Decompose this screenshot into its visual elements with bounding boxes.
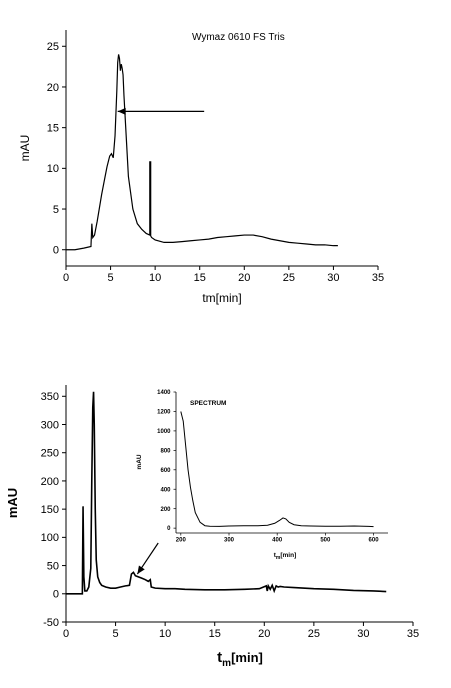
chart-2-x-tick-label: 30 bbox=[357, 628, 369, 640]
chart-1-x-tick-label: 5 bbox=[108, 272, 114, 284]
chart-1-y-tick-label: 0 bbox=[53, 245, 59, 257]
chart-2-y-tick-label: 100 bbox=[41, 532, 59, 544]
chart-2-series-line bbox=[66, 391, 387, 595]
chart-2-y-tick-label: 250 bbox=[41, 448, 59, 460]
inset-y-axis-label: mAU bbox=[136, 454, 143, 469]
inset-y-ticks: 0 200 400 600 800 1000 1200 1400 bbox=[157, 390, 176, 532]
chart-2-inset: 200 300 400 500 600 0 200 400 600 800 1000 1200 140… bbox=[136, 390, 388, 561]
chart-2-y-axis-label: mAU bbox=[5, 488, 20, 518]
inset-y-tick-label: 600 bbox=[160, 468, 171, 474]
chart-1-y-axis-label: mAU bbox=[18, 135, 32, 162]
chart-2-x-ticks: 0 5 10 15 20 25 30 35 bbox=[63, 622, 419, 640]
chart-2-x-axis-label: tm[min] bbox=[217, 649, 263, 669]
inset-x-tick-label: 200 bbox=[176, 538, 187, 544]
chart-2-x-tick-label: 35 bbox=[407, 628, 419, 640]
inset-x-tick-label: 400 bbox=[272, 538, 283, 544]
chart-2-y-ticks: -50 0 50 100 150 200 250 300 350 bbox=[41, 391, 66, 629]
chart-1-arrow bbox=[117, 107, 205, 115]
inset-spectrum-label: SPECTRUM bbox=[190, 400, 226, 407]
inset-x-axis-label-sub: m bbox=[276, 555, 281, 561]
chart-2-x-axis-label-sub: m bbox=[222, 658, 231, 669]
inset-x-tick-label: 600 bbox=[369, 538, 380, 544]
inset-x-tick-label: 300 bbox=[224, 538, 235, 544]
chart-2-y-tick-label: 50 bbox=[47, 560, 59, 572]
chart-2-x-tick-label: 20 bbox=[258, 628, 270, 640]
chart-2-y-tick-label: 350 bbox=[41, 391, 59, 403]
chart-1-y-ticks: 0 5 10 15 20 25 bbox=[47, 41, 66, 257]
chart-2-x-tick-label: 15 bbox=[209, 628, 221, 640]
chart-1-arrow-head bbox=[117, 107, 126, 115]
chart-2-x-axis-label-rest: [min] bbox=[231, 650, 263, 665]
chart-2-arrow bbox=[136, 542, 159, 575]
inset-y-tick-label: 0 bbox=[167, 526, 171, 532]
inset-y-tick-label: 1200 bbox=[157, 410, 171, 416]
chart-2-y-tick-label: 200 bbox=[41, 476, 59, 488]
inset-x-axis-label: tm[min] bbox=[274, 552, 297, 561]
inset-y-tick-label: 1000 bbox=[157, 429, 171, 435]
chart-1-x-tick-label: 25 bbox=[283, 272, 295, 284]
inset-series-line bbox=[180, 411, 374, 528]
inset-x-axis-label-main: t bbox=[274, 552, 277, 559]
chart-1-x-tick-label: 30 bbox=[327, 272, 339, 284]
chart-1-title: Wymaz 0610 FS Tris bbox=[192, 32, 285, 43]
chart-1-series-line bbox=[66, 54, 338, 251]
inset-y-tick-label: 400 bbox=[160, 487, 171, 493]
chart-2-x-axis-label-main: t bbox=[217, 649, 222, 666]
inset-y-tick-label: 1400 bbox=[157, 390, 171, 396]
chart-2-y-tick-label: 150 bbox=[41, 504, 59, 516]
inset-x-tick-label: 500 bbox=[320, 538, 331, 544]
chart-2-x-tick-label: 10 bbox=[159, 628, 171, 640]
chart-1-y-tick-label: 10 bbox=[47, 163, 59, 175]
inset-y-tick-label: 800 bbox=[160, 448, 171, 454]
chart-1-y-tick-label: 5 bbox=[53, 204, 59, 216]
chart-1-x-tick-label: 15 bbox=[194, 272, 206, 284]
chart-2-x-tick-label: 0 bbox=[63, 628, 69, 640]
chart-1-x-axis-label: tm[min] bbox=[202, 291, 241, 305]
chart-1-x-tick-label: 20 bbox=[238, 272, 250, 284]
chart-2-x-tick-label: 25 bbox=[308, 628, 320, 640]
chart-1-x-tick-label: 10 bbox=[149, 272, 161, 284]
chart-2: 0 5 10 15 20 25 30 35 -50050100150200250300350 … bbox=[5, 385, 419, 669]
chart-1-y-tick-label: 25 bbox=[47, 41, 59, 53]
chart-2-y-tick-label: -50 bbox=[43, 617, 59, 629]
inset-x-axis-label-rest: [min] bbox=[280, 552, 296, 559]
chart-2-y-tick-label: 300 bbox=[41, 419, 59, 431]
chart-1-x-tick-label: 0 bbox=[63, 272, 69, 284]
chart-1-x-ticks: 0 5 10 15 20 25 30 35 bbox=[63, 266, 384, 284]
chart-1: Wymaz 0610 FS Tris 0 5 10 15 20 25 30 35 0 5 10 15… bbox=[18, 30, 384, 305]
chart-2-x-tick-label: 5 bbox=[113, 628, 119, 640]
chart-1-x-tick-label: 35 bbox=[372, 272, 384, 284]
chart-1-y-tick-label: 15 bbox=[47, 123, 59, 135]
chart-2-y-tick-label: 0 bbox=[53, 589, 59, 601]
chart-1-y-tick-label: 20 bbox=[47, 82, 59, 94]
inset-y-tick-label: 200 bbox=[160, 507, 171, 513]
chart-2-arrow-head bbox=[137, 565, 145, 575]
inset-x-ticks: 200 300 400 500 600 bbox=[176, 533, 379, 544]
